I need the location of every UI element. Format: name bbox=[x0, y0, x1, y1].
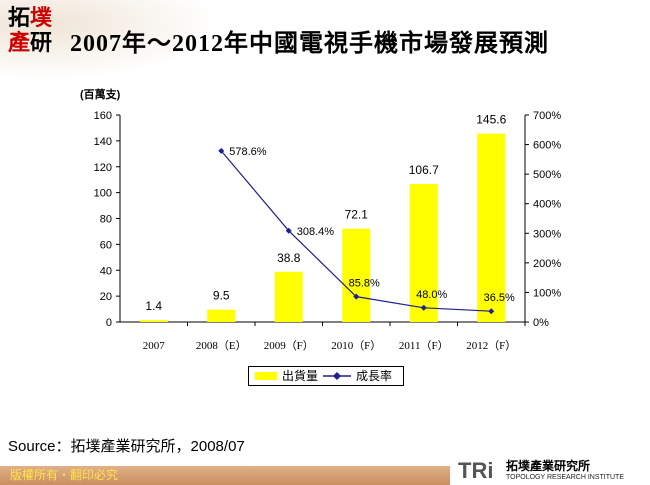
growth-point bbox=[353, 293, 360, 300]
x-tick-label: 2007 bbox=[143, 340, 166, 352]
right-tick-label: 600% bbox=[533, 140, 561, 152]
left-tick-label: 20 bbox=[100, 291, 112, 303]
left-tick-label: 120 bbox=[94, 162, 112, 174]
source-note: Source：拓墣產業研究所，2008/07 bbox=[8, 438, 245, 455]
bar-label: 145.6 bbox=[476, 113, 506, 127]
header-background bbox=[0, 0, 220, 80]
x-tick-label: 2012（F） bbox=[466, 339, 516, 352]
growth-point bbox=[420, 304, 427, 311]
legend-line-label: 成長率 bbox=[356, 369, 393, 383]
bar-label: 9.5 bbox=[213, 289, 230, 303]
growth-label: 308.4% bbox=[297, 226, 335, 238]
bar bbox=[139, 320, 168, 322]
logo: 拓墣 產研 bbox=[8, 5, 53, 56]
unit-label: (百萬支) bbox=[80, 89, 121, 101]
left-tick-label: 40 bbox=[100, 265, 112, 277]
x-tick-label: 2009（F） bbox=[264, 339, 314, 352]
brand-name: 拓墣產業研究所 bbox=[506, 459, 591, 473]
growth-point bbox=[285, 227, 292, 234]
brand-logo: TRi 拓墣產業研究所 TOPOLOGY RESEARCH INSTITUTE bbox=[450, 457, 650, 485]
growth-point bbox=[488, 308, 495, 315]
page-title: 2007年～2012年中國電視手機市場發展預測 bbox=[70, 31, 549, 57]
left-tick-label: 160 bbox=[94, 110, 112, 122]
bar-label: 106.7 bbox=[409, 163, 439, 177]
bar bbox=[207, 309, 236, 322]
bar bbox=[274, 271, 303, 322]
left-tick-label: 140 bbox=[94, 136, 112, 148]
bar-label: 1.4 bbox=[145, 299, 162, 313]
right-tick-label: 300% bbox=[533, 228, 561, 240]
right-tick-label: 0% bbox=[533, 317, 549, 329]
x-tick-label: 2011（F） bbox=[399, 339, 449, 352]
legend-line-swatch bbox=[323, 372, 352, 380]
growth-label: 36.5% bbox=[484, 292, 515, 304]
left-tick-label: 0 bbox=[106, 317, 112, 329]
legend: 出貨量 成長率 bbox=[248, 366, 404, 386]
left-tick-label: 100 bbox=[94, 188, 112, 200]
brand-english: TOPOLOGY RESEARCH INSTITUTE bbox=[506, 474, 624, 481]
right-tick-label: 700% bbox=[533, 110, 561, 122]
bar-label: 72.1 bbox=[345, 208, 369, 222]
bar bbox=[477, 133, 506, 322]
legend-bar-label: 出貨量 bbox=[282, 369, 319, 383]
copyright: 版權所有・翻印必究 bbox=[10, 468, 119, 482]
brand-abbr: TRi bbox=[458, 458, 494, 483]
left-tick-label: 80 bbox=[100, 214, 112, 226]
growth-label: 85.8% bbox=[349, 278, 380, 290]
bar-label: 38.8 bbox=[277, 251, 301, 265]
right-tick-label: 200% bbox=[533, 258, 561, 270]
growth-label: 48.0% bbox=[416, 289, 447, 301]
right-tick-label: 400% bbox=[533, 199, 561, 211]
left-tick-label: 60 bbox=[100, 239, 112, 251]
x-tick-label: 2010（F） bbox=[331, 339, 381, 352]
brand-text: 拓墣產業研究所 TOPOLOGY RESEARCH INSTITUTE bbox=[506, 460, 624, 482]
growth-label: 578.6% bbox=[229, 146, 267, 158]
bar bbox=[342, 228, 371, 322]
right-tick-label: 100% bbox=[533, 287, 561, 299]
legend-bar-swatch bbox=[255, 372, 277, 380]
growth-point bbox=[218, 147, 225, 154]
right-tick-label: 500% bbox=[533, 169, 561, 181]
x-tick-label: 2008（E） bbox=[196, 339, 247, 352]
bar bbox=[409, 183, 438, 322]
